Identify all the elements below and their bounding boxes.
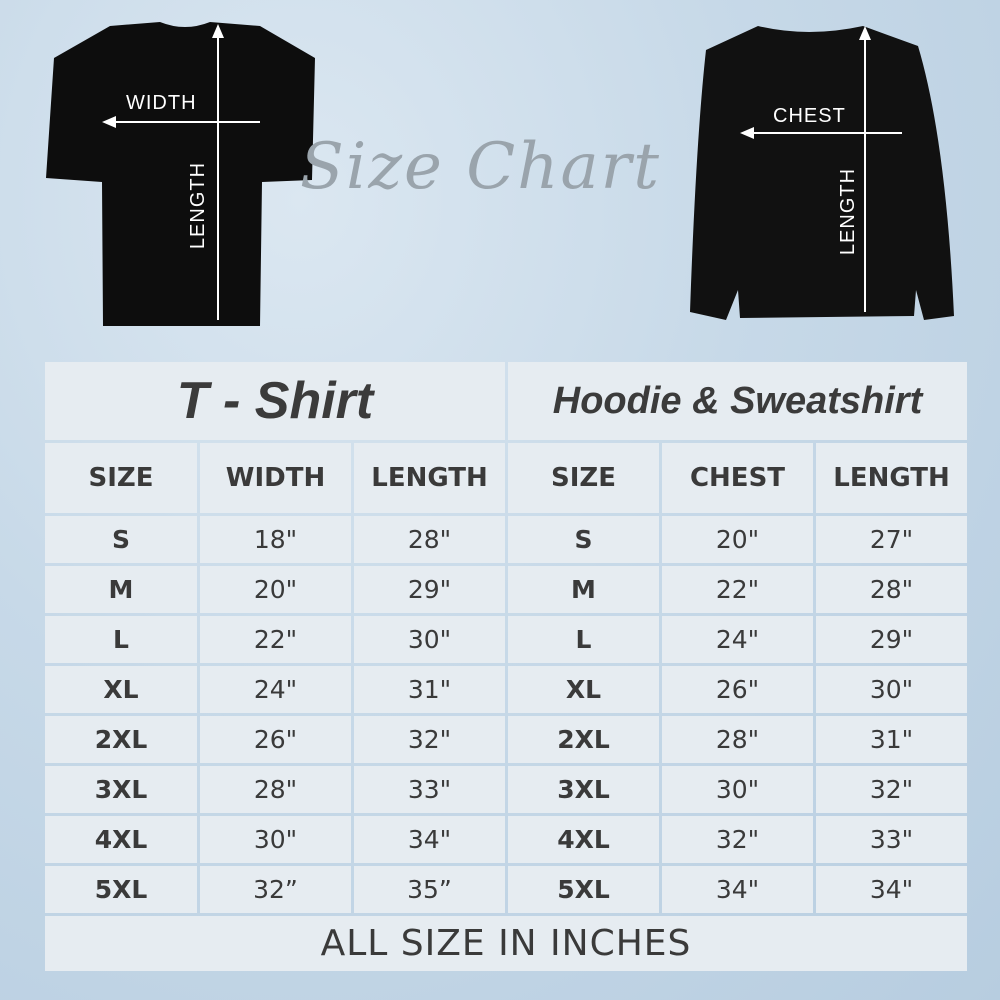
tshirt-value-cell: 33" (354, 766, 505, 813)
tshirt-value-cell: 34" (354, 816, 505, 863)
tshirt-value-cell: 30" (200, 816, 351, 863)
hoodie-value-cell: 30" (662, 766, 813, 813)
tshirt-column-header: SIZE (45, 443, 197, 513)
tshirt-value-cell: 35” (354, 866, 505, 913)
tshirt-size-cell: 4XL (45, 816, 197, 863)
hoodie-size-cell: XL (508, 666, 659, 713)
tshirt-column-header: LENGTH (354, 443, 505, 513)
hoodie-column-header: CHEST (662, 443, 813, 513)
tshirt-length-label: LENGTH (187, 161, 210, 250)
hoodie-column-header: SIZE (508, 443, 659, 513)
hoodie-value-cell: 33" (816, 816, 967, 863)
hoodie-length-label: LENGTH (837, 167, 860, 256)
hoodie-value-cell: 30" (816, 666, 967, 713)
tshirt-value-cell: 32" (354, 716, 505, 763)
hoodie-size-cell: M (508, 566, 659, 613)
tshirt-size-cell: 5XL (45, 866, 197, 913)
sweatshirt-illustration (690, 26, 954, 320)
hoodie-title: Hoodie & Sweatshirt (508, 362, 967, 440)
hoodie-size-cell: 4XL (508, 816, 659, 863)
size-chart-heading: Size Chart (300, 130, 661, 204)
tshirt-value-cell: 18" (200, 516, 351, 563)
tshirt-size-cell: M (45, 566, 197, 613)
hoodie-size-cell: 2XL (508, 716, 659, 763)
tshirt-value-cell: 28" (354, 516, 505, 563)
hoodie-value-cell: 31" (816, 716, 967, 763)
hoodie-size-cell: 3XL (508, 766, 659, 813)
chest-label: CHEST (773, 105, 846, 127)
hoodie-value-cell: 29" (816, 616, 967, 663)
tshirt-title: T - Shirt (45, 362, 505, 440)
footer-note: ALL SIZE IN INCHES (45, 916, 967, 971)
tshirt-size-cell: 2XL (45, 716, 197, 763)
tshirt-size-cell: L (45, 616, 197, 663)
hoodie-value-cell: 20" (662, 516, 813, 563)
tshirt-value-cell: 28" (200, 766, 351, 813)
hoodie-size-cell: S (508, 516, 659, 563)
width-label: WIDTH (126, 92, 197, 114)
tshirt-value-cell: 20" (200, 566, 351, 613)
tshirt-value-cell: 31" (354, 666, 505, 713)
hoodie-value-cell: 27" (816, 516, 967, 563)
hoodie-value-cell: 34" (816, 866, 967, 913)
tshirt-size-cell: 3XL (45, 766, 197, 813)
hoodie-value-cell: 28" (662, 716, 813, 763)
hoodie-value-cell: 32" (816, 766, 967, 813)
tshirt-value-cell: 22" (200, 616, 351, 663)
tshirt-illustration (46, 22, 315, 326)
tshirt-value-cell: 26" (200, 716, 351, 763)
tshirt-size-cell: XL (45, 666, 197, 713)
hoodie-value-cell: 24" (662, 616, 813, 663)
hoodie-value-cell: 26" (662, 666, 813, 713)
hoodie-size-cell: L (508, 616, 659, 663)
hoodie-value-cell: 34" (662, 866, 813, 913)
tshirt-value-cell: 24" (200, 666, 351, 713)
hoodie-value-cell: 28" (816, 566, 967, 613)
tshirt-value-cell: 32” (200, 866, 351, 913)
hoodie-value-cell: 32" (662, 816, 813, 863)
tshirt-value-cell: 29" (354, 566, 505, 613)
tshirt-value-cell: 30" (354, 616, 505, 663)
tshirt-column-header: WIDTH (200, 443, 351, 513)
hoodie-column-header: LENGTH (816, 443, 967, 513)
tshirt-size-cell: S (45, 516, 197, 563)
hoodie-size-cell: 5XL (508, 866, 659, 913)
size-table: T - Shirt Hoodie & Sweatshirt SIZE WIDTH L… (45, 362, 967, 971)
hoodie-value-cell: 22" (662, 566, 813, 613)
